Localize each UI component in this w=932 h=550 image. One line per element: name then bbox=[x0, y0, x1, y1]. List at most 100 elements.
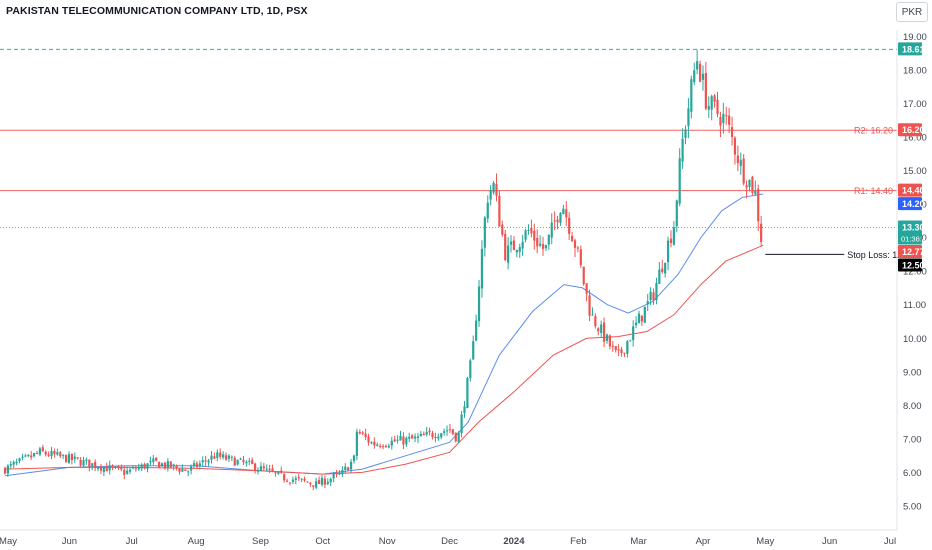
candle-body bbox=[105, 466, 108, 472]
candle-body bbox=[79, 459, 82, 466]
candle-body bbox=[469, 360, 472, 379]
candle-body bbox=[91, 463, 94, 467]
candle-body bbox=[451, 429, 454, 434]
price-tag bbox=[898, 245, 922, 259]
candle-body bbox=[544, 244, 548, 249]
y-tick-label: 17.00 bbox=[903, 99, 927, 110]
x-tick-label: Mar bbox=[630, 536, 646, 547]
candle-body bbox=[431, 433, 434, 438]
horizontal-levels: R2: 16.20 R1: 14.40 bbox=[0, 48, 897, 229]
candle-body bbox=[256, 470, 260, 472]
candle-body bbox=[518, 247, 521, 252]
candle-body bbox=[536, 238, 539, 247]
candle-body bbox=[565, 209, 568, 218]
candle-body bbox=[460, 414, 463, 434]
candle-body bbox=[649, 291, 652, 301]
candle-body bbox=[600, 324, 603, 333]
candle-body bbox=[190, 466, 193, 471]
candle-body bbox=[533, 230, 536, 241]
candle-body bbox=[24, 455, 27, 457]
candle-body bbox=[64, 455, 68, 463]
candle-body bbox=[248, 460, 251, 462]
currency-button[interactable]: PKR bbox=[896, 2, 928, 22]
candle-body bbox=[512, 240, 516, 251]
candle-body bbox=[149, 460, 152, 463]
candle-body bbox=[134, 468, 137, 470]
candle-body bbox=[35, 453, 39, 455]
candle-body bbox=[524, 230, 527, 240]
candle-body bbox=[123, 469, 126, 475]
candle-body bbox=[352, 455, 356, 461]
candle-body bbox=[251, 460, 254, 464]
candle-body bbox=[719, 117, 722, 126]
candle-body bbox=[18, 458, 21, 461]
candle-body bbox=[521, 241, 524, 249]
price-tag-label: 12.77 bbox=[902, 247, 925, 257]
candle-body bbox=[131, 467, 135, 469]
candle-body bbox=[454, 432, 457, 442]
x-tick-label: Nov bbox=[379, 536, 396, 547]
y-tick-label: 10.00 bbox=[903, 334, 927, 345]
candle-body bbox=[495, 183, 498, 196]
candle-body bbox=[725, 115, 728, 117]
candle-body bbox=[344, 466, 347, 470]
candle-body bbox=[56, 452, 59, 455]
price-tag-label: 16.20 bbox=[902, 125, 925, 135]
candle-body bbox=[233, 457, 236, 466]
time-axis[interactable]: May Jun Jul Aug Sep Oct Nov Dec 2024 Feb Mar Apr May… bbox=[0, 536, 896, 547]
candle-body bbox=[748, 179, 751, 187]
price-axis[interactable]: 5.006.007.008.009.0010.0011.0012.0013.00… bbox=[903, 32, 927, 513]
candle-body bbox=[492, 182, 495, 193]
candle-body bbox=[733, 137, 737, 155]
candle-body bbox=[541, 244, 545, 249]
candle-body bbox=[722, 113, 725, 124]
candle-body bbox=[274, 472, 277, 474]
candle-body bbox=[303, 478, 306, 481]
candle-body bbox=[181, 468, 184, 472]
y-tick-label: 18.00 bbox=[903, 65, 927, 76]
candle-body bbox=[550, 222, 553, 238]
candle-body bbox=[126, 470, 129, 474]
candle-body bbox=[320, 477, 324, 485]
candle-body bbox=[114, 466, 117, 468]
candle-body bbox=[730, 127, 734, 137]
candle-body bbox=[239, 458, 242, 460]
candle-body bbox=[661, 268, 664, 272]
moving-averages bbox=[4, 193, 764, 477]
candle-body bbox=[573, 240, 577, 248]
candle-body bbox=[681, 138, 684, 162]
candle-body bbox=[175, 465, 178, 468]
candle-body bbox=[242, 459, 245, 463]
candle-body bbox=[184, 469, 187, 471]
x-tick-label: Oct bbox=[315, 536, 330, 547]
candle-body bbox=[195, 463, 199, 468]
candle-body bbox=[693, 70, 696, 83]
candle-body bbox=[323, 478, 327, 485]
symbol-title: PAKISTAN TELECOMMUNICATION COMPANY LTD, … bbox=[6, 5, 308, 17]
candle-body bbox=[486, 202, 489, 219]
candle-body bbox=[201, 460, 204, 463]
candle-body bbox=[204, 460, 207, 462]
candle-body bbox=[291, 479, 295, 482]
candle-body bbox=[390, 440, 393, 446]
candle-body bbox=[309, 482, 312, 485]
x-tick-label: Aug bbox=[188, 536, 205, 547]
candle-body bbox=[224, 455, 228, 460]
candle-body bbox=[364, 433, 367, 438]
candle-body bbox=[254, 463, 257, 471]
candle-body bbox=[701, 73, 705, 80]
candle-body bbox=[588, 295, 591, 316]
x-tick-label: 2024 bbox=[503, 536, 525, 547]
candle-body bbox=[408, 436, 411, 439]
candle-body bbox=[608, 335, 612, 347]
candle-body bbox=[172, 464, 175, 467]
candle-body bbox=[579, 249, 582, 266]
candle-body bbox=[338, 473, 341, 475]
moving-average-line bbox=[4, 193, 764, 477]
candle-body bbox=[277, 471, 280, 474]
candle-body bbox=[504, 234, 507, 261]
candle-body bbox=[669, 238, 673, 244]
candle-body bbox=[547, 234, 550, 245]
candle-body bbox=[163, 462, 167, 468]
